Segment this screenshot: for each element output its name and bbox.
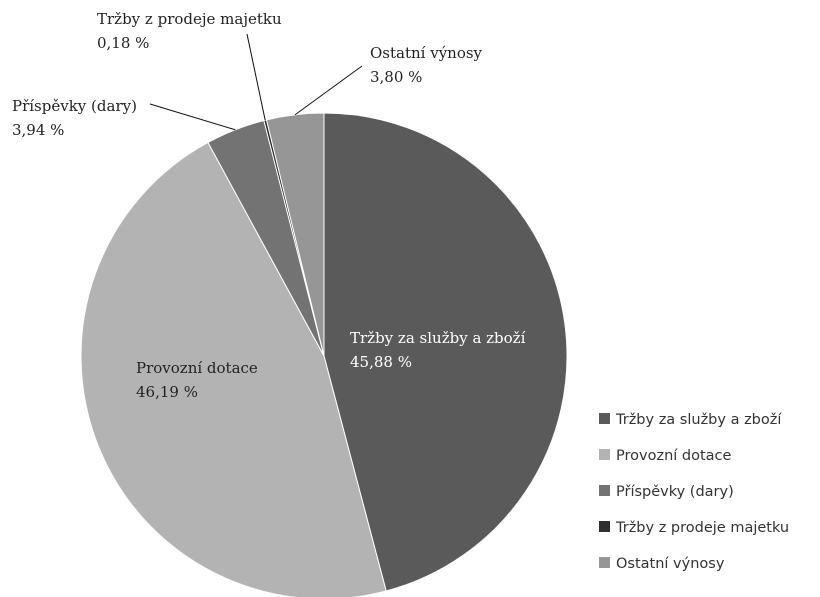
slice-label-ostatni-vynosy-name: Ostatní výnosy [370,44,483,62]
slice-label-ostatni-vynosy: Ostatní výnosy 3,80 % [370,44,483,86]
legend-swatch [599,485,610,496]
legend-swatch [599,521,610,532]
legend-item-trzby-sluzby: Tržby za služby a zboží [599,412,782,428]
legend-item-trzby-majetek: Tržby z prodeje majetku [599,520,789,536]
legend-label: Příspěvky (dary) [616,484,734,500]
pie-slices [81,113,567,597]
legend-swatch [599,557,610,568]
slice-label-prispevky-value: 3,94 % [12,121,64,139]
slice-label-provozni-dotace-value: 46,19 % [136,383,198,401]
slice-label-trzby-sluzby-value: 45,88 % [350,353,412,371]
slice-label-trzby-majetek-value: 0,18 % [97,34,149,52]
slice-label-prispevky-name: Příspěvky (dary) [12,97,137,115]
slice-label-ostatni-vynosy-value: 3,80 % [370,68,422,86]
legend-item-prispevky: Příspěvky (dary) [599,484,734,500]
leader-line-ostatni-vynosy [295,66,362,115]
slice-label-prispevky: Příspěvky (dary) 3,94 % [12,97,137,139]
legend-label: Provozní dotace [616,448,732,464]
leader-line-trzby-majetek [247,34,265,120]
leader-line-prispevky [150,104,235,130]
legend-label: Tržby z prodeje majetku [615,520,789,536]
slice-label-provozni-dotace-name: Provozní dotace [136,359,258,377]
slice-label-trzby-majetek: Tržby z prodeje majetku 0,18 % [97,10,282,52]
legend: Tržby za služby a zboží Provozní dotace … [599,412,789,572]
slice-label-trzby-sluzby-name: Tržby za služby a zboží [350,329,526,347]
legend-item-ostatni-vynosy: Ostatní výnosy [599,556,725,572]
legend-label: Tržby za služby a zboží [615,412,782,428]
legend-swatch [599,413,610,424]
legend-label: Ostatní výnosy [616,556,725,572]
slice-label-trzby-majetek-name: Tržby z prodeje majetku [97,10,282,28]
legend-item-provozni-dotace: Provozní dotace [599,448,732,464]
legend-swatch [599,449,610,460]
